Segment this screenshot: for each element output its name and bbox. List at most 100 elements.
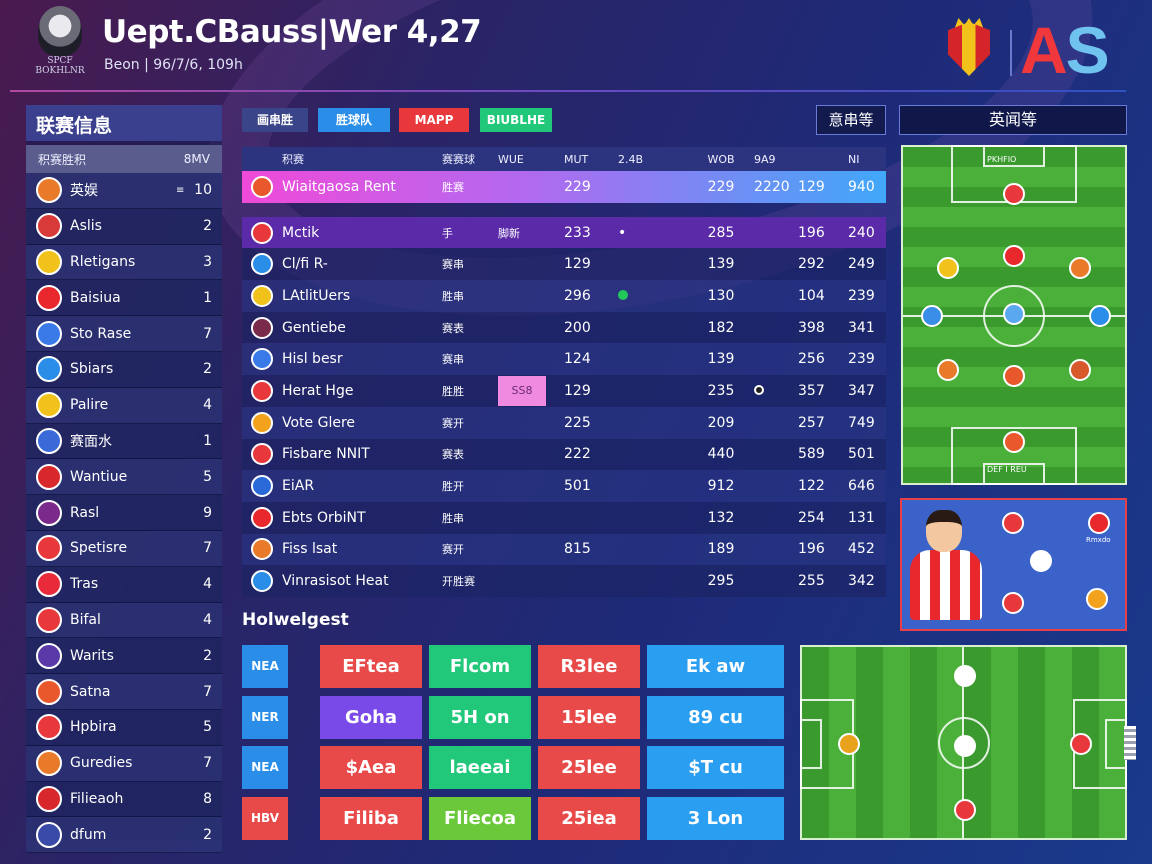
page-subtitle: Beon | 96/7/6, 109h <box>104 57 243 73</box>
league-list-item[interactable]: Aslis 2 <box>26 208 222 245</box>
table-row[interactable]: Vote Glere 赛开 225 209 257 749 <box>242 406 886 439</box>
team-points: 7 <box>203 540 212 557</box>
col-header: 赛赛球 <box>442 153 475 166</box>
player-marker[interactable] <box>937 359 959 381</box>
league-list-item[interactable]: Sbiars 2 <box>26 351 222 388</box>
league-list-item[interactable]: Hpbira 5 <box>26 709 222 746</box>
league-list-item[interactable]: Rasl 9 <box>26 495 222 531</box>
ball-marker[interactable] <box>954 735 976 757</box>
brand-divider <box>1010 30 1012 76</box>
league-logo: SPCF BOKHLNR <box>28 6 92 80</box>
player-marker[interactable] <box>1003 431 1025 453</box>
cell: 200 <box>564 319 591 336</box>
league-list-item[interactable]: Baisiua 1 <box>26 280 222 317</box>
player-marker[interactable] <box>1069 257 1091 279</box>
table-row[interactable]: EiAR 胜开 501 912 122 646 <box>242 470 886 502</box>
team-badge-icon <box>36 714 62 741</box>
highlight-button[interactable]: Fliecoa <box>429 796 531 840</box>
player-marker[interactable] <box>1003 183 1025 205</box>
team-badge-icon <box>36 785 62 812</box>
table-row[interactable]: Mctik 手 脚新 233 • 285 196 240 <box>242 216 886 249</box>
highlight-button[interactable]: 89 cu <box>647 695 784 739</box>
league-info-title: 联赛信息 <box>26 105 222 141</box>
table-row[interactable]: Ebts OrbiNT 胜串 132 254 131 <box>242 501 886 534</box>
tab-1[interactable]: 画串胜 <box>242 108 308 132</box>
highlight-button[interactable]: $T cu <box>647 746 784 789</box>
cell: 胜赛 <box>442 180 464 194</box>
highlight-button[interactable]: 25lee <box>538 746 640 789</box>
team-badge-icon <box>36 392 62 419</box>
team-points: 2 <box>203 826 212 843</box>
league-list-item[interactable]: 英娱 ≡ 10 <box>26 173 222 209</box>
col-header: 9A9 <box>754 152 776 166</box>
team-badge-icon <box>36 177 62 204</box>
table-row[interactable]: Wiaitgaosa Rent 胜赛 229 229 2220 129 940 <box>242 171 886 203</box>
table-row[interactable]: Gentiebe 赛表 200 182 398 341 <box>242 311 886 344</box>
player-marker[interactable] <box>1003 245 1025 267</box>
team-badge-icon <box>36 606 62 633</box>
league-list-item[interactable]: 赛面水 1 <box>26 423 222 460</box>
league-list-item[interactable]: dfum 2 <box>26 817 222 854</box>
highlight-button[interactable]: 5H on <box>429 695 531 739</box>
player-marker[interactable] <box>1069 359 1091 381</box>
highlight-label: NEA <box>242 746 288 789</box>
league-list-item[interactable]: Sto Rase 7 <box>26 316 222 352</box>
highlight-button[interactable]: EFtea <box>320 645 422 688</box>
filter-button[interactable]: 意串等 <box>816 105 886 135</box>
highlight-button[interactable]: Goha <box>320 695 422 739</box>
team-badge-icon <box>36 535 62 562</box>
highlight-button[interactable]: 25iea <box>538 796 640 840</box>
header-label-left: 积赛胜积 <box>38 152 87 167</box>
table-row[interactable]: LAtlitUers 胜串 296 130 104 239 <box>242 280 886 312</box>
player-marker[interactable] <box>1003 365 1025 387</box>
league-list-item[interactable]: Palire 4 <box>26 387 222 424</box>
table-row[interactable]: Hisl besr 赛串 124 139 256 239 <box>242 343 886 376</box>
col-header: 积赛 <box>282 153 304 166</box>
cell: 209 <box>707 414 735 431</box>
league-list-item[interactable]: Satna 7 <box>26 674 222 710</box>
table-row[interactable]: Cl/fi R- 赛串 129 139 292 249 <box>242 248 886 281</box>
player-marker[interactable] <box>954 799 976 821</box>
table-row[interactable]: Herat Hge 胜胜 SS8 129 235 357 347 <box>242 375 886 407</box>
player-marker[interactable] <box>937 257 959 279</box>
player-marker[interactable] <box>1089 305 1111 327</box>
player-marker[interactable] <box>921 305 943 327</box>
league-list-item[interactable]: Wantiue 5 <box>26 459 222 496</box>
table-row[interactable]: Vinrasisot Heat 开胜赛 295 255 342 <box>242 565 886 597</box>
team-badge-icon <box>36 284 62 311</box>
highlight-button[interactable]: Ek aw <box>647 645 784 688</box>
highlight-button[interactable]: R3lee <box>538 645 640 688</box>
team-name: Sto Rase <box>70 325 132 342</box>
player-marker[interactable] <box>1003 303 1025 325</box>
league-list-item[interactable]: Warits 2 <box>26 638 222 675</box>
table-row[interactable]: Fisbare NNIT 赛表 222 440 589 501 <box>242 438 886 471</box>
player-marker[interactable] <box>838 733 860 755</box>
highlight-button[interactable]: Flcom <box>429 645 531 688</box>
league-list-item[interactable]: Tras 4 <box>26 566 222 603</box>
card-caption: Rmxdo <box>1086 536 1111 544</box>
highlight-label: HBV <box>242 796 288 840</box>
ball-marker[interactable] <box>954 665 976 687</box>
highlight-button[interactable]: Filiba <box>320 796 422 840</box>
highlights-grid: NEA EFtea Flcom R3lee Ek aw NER Goha 5H on 15lee… <box>242 645 784 847</box>
cell: • <box>618 224 627 241</box>
team-name: Herat Hge <box>282 382 354 399</box>
highlight-button[interactable]: 3 Lon <box>647 796 784 840</box>
team-name: Sbiars <box>70 361 114 378</box>
table-row[interactable]: Fiss lsat 赛开 815 189 196 452 <box>242 533 886 566</box>
highlight-button[interactable]: 15lee <box>538 695 640 739</box>
league-list-item[interactable]: Spetisre 7 <box>26 530 222 567</box>
highlight-button[interactable]: laeeai <box>429 746 531 789</box>
tab-4[interactable]: BIUBLHE <box>480 108 552 132</box>
league-list-item[interactable]: Filieaoh 8 <box>26 781 222 818</box>
team-badge-icon <box>36 427 62 454</box>
player-card[interactable]: Rmxdo <box>900 498 1127 631</box>
league-list-item[interactable]: Bifal 4 <box>26 602 222 639</box>
team-badge-icon <box>251 284 273 307</box>
league-list-item[interactable]: Rletigans 3 <box>26 244 222 281</box>
tab-3[interactable]: MAPP <box>399 108 469 132</box>
highlight-button[interactable]: $Aea <box>320 746 422 789</box>
tab-2[interactable]: 胜球队 <box>318 108 390 132</box>
player-marker[interactable] <box>1070 733 1092 755</box>
league-list-item[interactable]: Guredies 7 <box>26 745 222 782</box>
